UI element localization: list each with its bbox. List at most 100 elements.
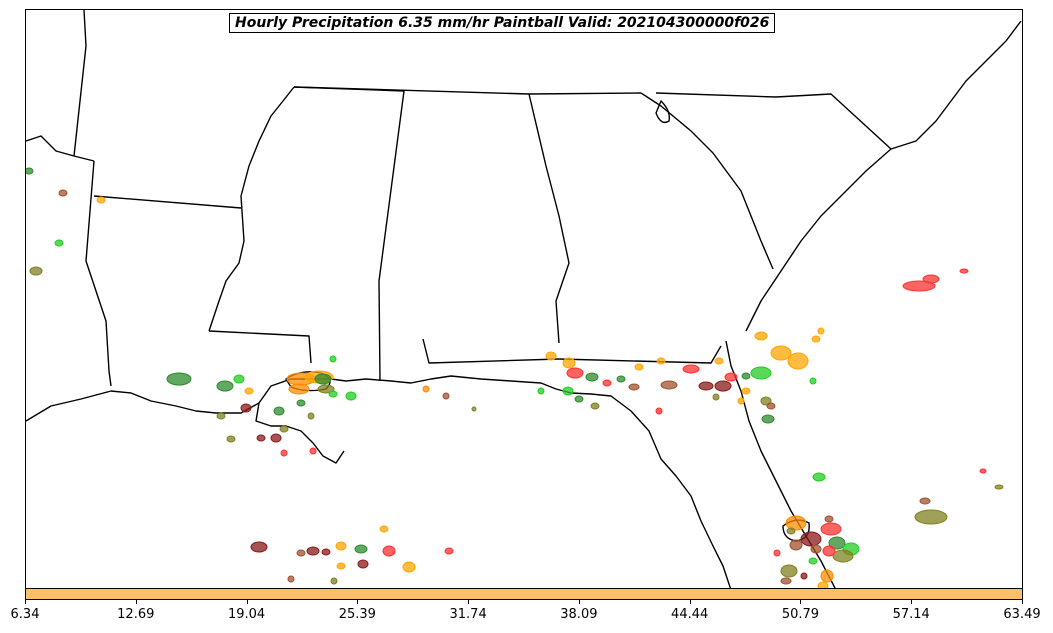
precip-blob <box>737 397 745 405</box>
colorbar-tick <box>135 600 137 604</box>
precip-blob <box>354 544 368 554</box>
lake-sc <box>655 100 671 124</box>
precip-blob <box>628 383 640 391</box>
state-border-ar-north <box>73 10 87 157</box>
precip-blob <box>770 345 792 361</box>
precip-blob <box>832 549 854 563</box>
precip-blob <box>817 327 825 335</box>
map-canvas <box>26 10 1022 588</box>
precip-blob <box>471 406 477 412</box>
colorbar-tick-label: 57.14 <box>892 607 930 622</box>
precip-blob <box>902 280 936 292</box>
precip-blob <box>820 522 842 536</box>
precip-blob <box>330 577 338 585</box>
precip-blob <box>655 407 663 415</box>
precip-blob <box>216 380 234 392</box>
precip-blob <box>306 546 320 556</box>
precip-blob <box>800 572 808 580</box>
state-border-la-tx <box>85 160 112 387</box>
state-border-tn <box>293 86 642 95</box>
colorbar-tick-label: 19.04 <box>227 607 266 622</box>
precip-blob <box>545 351 557 361</box>
colorbar-tick <box>911 600 913 604</box>
precip-blob <box>656 357 666 365</box>
precip-blob <box>309 447 317 455</box>
precip-blob <box>26 167 34 175</box>
colorbar-tick-label: 63.49 <box>1003 607 1041 622</box>
precip-blob <box>566 367 584 379</box>
precip-blob <box>444 547 454 555</box>
precip-blob <box>379 525 389 533</box>
map-panel <box>25 9 1023 589</box>
precip-blob <box>216 412 226 420</box>
colorbar-tick-label: 31.74 <box>449 607 487 622</box>
precip-blob <box>537 387 545 395</box>
precip-blob <box>317 384 335 394</box>
state-border-ms-al <box>293 86 405 382</box>
precip-blob <box>296 549 306 557</box>
state-border-al-fl <box>422 338 560 364</box>
precip-blob <box>296 399 306 407</box>
gulf-coastline-west <box>26 375 732 588</box>
precip-blob <box>226 435 236 443</box>
precip-blob <box>810 544 822 554</box>
precip-blob <box>288 383 310 395</box>
colorbar-tick <box>25 600 26 604</box>
precip-blob <box>345 391 357 401</box>
precip-blob <box>766 402 776 410</box>
paintball-layer <box>26 167 1004 588</box>
precip-blob <box>698 381 714 391</box>
precip-blob <box>336 562 346 570</box>
precip-blob <box>808 557 818 565</box>
precip-blob <box>828 536 846 550</box>
precip-blob <box>96 196 106 204</box>
precip-blob <box>786 527 796 535</box>
colorbar-tick <box>357 600 359 604</box>
precip-blob <box>357 559 369 569</box>
precip-blob <box>761 414 775 424</box>
precip-blob <box>780 564 798 578</box>
state-border-ga-sc <box>640 92 774 270</box>
precip-blob <box>812 472 826 482</box>
colorbar-tick-label: 50.79 <box>781 607 820 622</box>
precip-blob <box>822 545 836 557</box>
precip-blob <box>166 372 192 386</box>
precip-blob <box>240 403 252 413</box>
precip-blob <box>335 541 347 551</box>
precip-blob <box>817 581 829 588</box>
colorbar-tick-label: 25.39 <box>338 607 376 622</box>
precip-blob <box>233 374 245 384</box>
state-border-ar-la <box>93 195 242 209</box>
precip-blob <box>750 366 772 380</box>
precip-blob <box>54 239 64 247</box>
state-border-ar-tx <box>26 135 95 162</box>
precip-blob <box>273 406 285 416</box>
precip-blob <box>329 355 337 363</box>
precip-blob <box>602 379 612 387</box>
precip-blob <box>616 375 626 383</box>
precip-blob <box>280 449 288 457</box>
colorbar-tick <box>1022 600 1023 604</box>
precip-blob <box>634 363 644 371</box>
precip-blob <box>279 425 289 433</box>
colorbar-tick-label: 44.44 <box>671 607 709 622</box>
precip-blob <box>741 372 751 380</box>
precip-blob <box>442 392 450 400</box>
precip-blob <box>714 380 732 392</box>
precip-blob <box>811 335 821 343</box>
state-border-sc-nc <box>655 92 892 150</box>
precip-blob <box>660 380 678 390</box>
precip-blob <box>58 189 68 197</box>
precip-blob <box>29 266 43 276</box>
precip-blob <box>789 539 803 551</box>
colorbar <box>25 588 1023 600</box>
colorbar-tick <box>578 600 580 604</box>
precip-blob <box>244 387 254 395</box>
precip-blob <box>787 352 809 370</box>
precip-blob <box>321 548 331 556</box>
state-border-la-ms <box>208 330 312 364</box>
precip-blob <box>250 541 268 553</box>
precip-blob <box>994 484 1004 490</box>
precip-blob <box>741 387 751 395</box>
precip-blob <box>914 509 948 525</box>
